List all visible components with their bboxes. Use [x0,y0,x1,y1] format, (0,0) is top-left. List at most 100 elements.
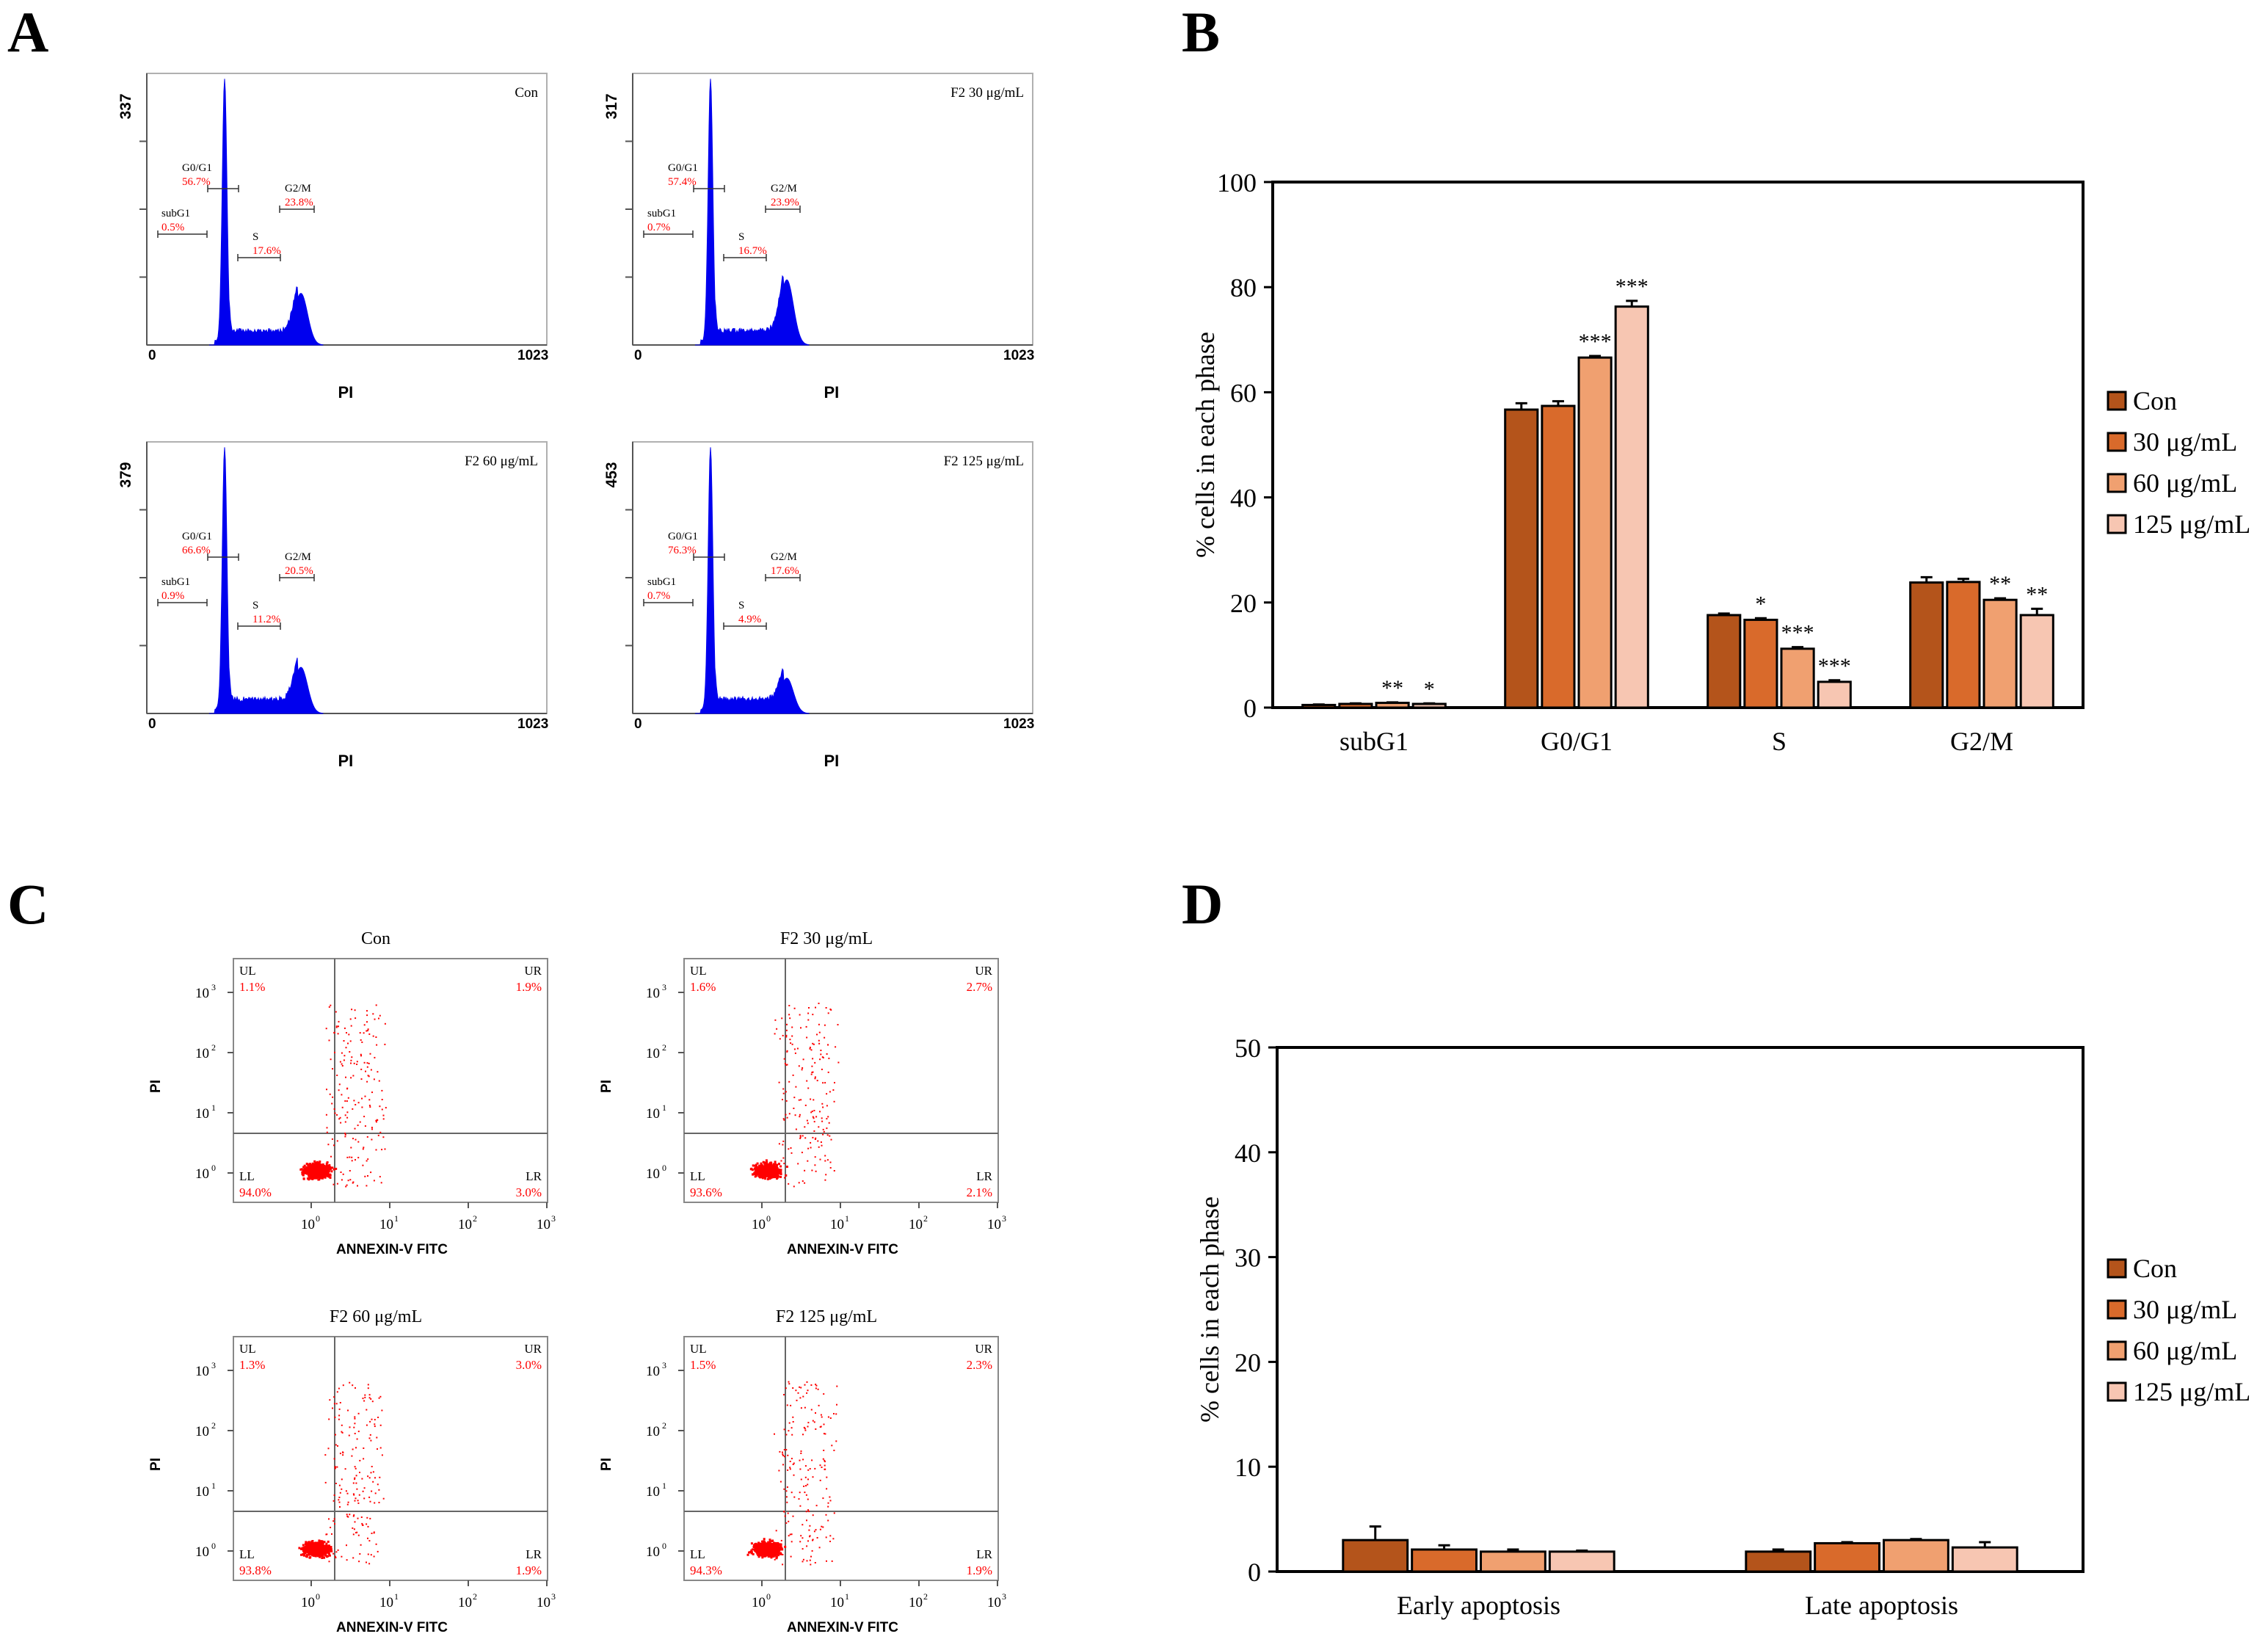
event-dot [313,1173,316,1175]
event-dot [344,1121,346,1123]
event-dot [827,1071,829,1073]
event-dot [767,1553,770,1556]
event-dot [349,1514,351,1516]
event-dot [824,1155,826,1157]
bar [1614,305,1649,709]
event-dot [821,1068,823,1070]
event-dot [328,1518,330,1520]
event-dot [321,1551,324,1554]
event-dot [368,1397,371,1399]
event-dot [315,1161,318,1164]
event-dot [362,1490,364,1492]
event-dot [374,1477,376,1479]
event-dot [766,1171,769,1174]
event-dot [371,1466,373,1467]
histogram-trace [695,79,810,346]
dot-plot-x-tick-exp: 1 [394,1213,399,1224]
event-dot [335,1434,336,1436]
event-dot [819,1158,821,1160]
event-dot [814,1076,816,1078]
event-dot [788,1005,790,1006]
event-dot [302,1177,305,1180]
event-dot [815,1137,817,1139]
event-dot [371,1138,373,1141]
y-tick-label: 100 [1217,168,1257,197]
event-dot [797,1392,799,1394]
event-dot [352,1557,355,1559]
bar [1480,1550,1546,1573]
event-dot [325,1028,327,1030]
event-dot [314,1175,317,1178]
event-dot [759,1170,762,1173]
event-dot [355,1482,357,1484]
event-dot [790,1541,793,1543]
event-dot [755,1549,757,1552]
dot-plot-x-tick-exp: 1 [394,1591,399,1602]
dot-plot-y-tick-label: 10 [646,1046,660,1061]
event-dot [325,1174,328,1177]
event-dot [305,1542,308,1545]
event-dot [302,1169,305,1171]
event-dot [826,1053,828,1055]
event-dot [804,1169,806,1171]
histogram-x-max: 1023 [517,348,548,363]
histogram-trace [209,79,324,346]
event-dot [812,1058,814,1060]
event-dot [378,1489,380,1491]
event-dot [336,1466,338,1468]
event-dot [379,1447,382,1449]
panel-label-a: A [7,0,48,64]
legend-swatch [2107,1340,2127,1361]
event-dot [767,1173,770,1176]
event-dot [314,1555,317,1558]
dot-plot-x-tick-label: 10 [537,1595,550,1610]
event-dot [327,1174,330,1177]
event-dot [331,1533,332,1535]
event-dot [756,1166,759,1169]
event-dot [355,1497,357,1500]
event-dot [379,1105,381,1108]
event-dot [771,1543,774,1546]
event-dot [796,1399,798,1401]
histogram-x-max: 1023 [1003,348,1034,363]
event-dot [818,1126,820,1128]
bar [1946,581,1981,709]
event-dot [773,1175,776,1178]
event-dot [757,1541,760,1544]
event-dot [368,1099,371,1101]
event-dot [317,1552,320,1555]
event-dot [323,1166,326,1169]
event-dot [806,1036,808,1039]
quadrant-label: UL [690,1342,707,1356]
bar [1817,680,1852,709]
event-dot [820,1053,822,1056]
event-dot [769,1552,772,1555]
event-dot [366,1080,368,1083]
event-dot [815,1505,818,1507]
event-dot [326,1131,328,1133]
event-dot [343,1059,345,1061]
event-dot [317,1546,320,1549]
event-dot [352,1182,354,1184]
event-dot [805,1494,807,1496]
event-dot [324,1176,327,1179]
event-dot [339,1061,341,1063]
event-dot [329,1549,332,1552]
event-dot [779,1173,782,1175]
event-dot [332,1096,334,1098]
event-dot [811,1072,813,1073]
event-dot [337,1033,339,1035]
event-dot [778,1470,780,1472]
event-dot [341,1052,343,1054]
event-dot [364,1396,366,1398]
event-dot [765,1543,768,1546]
event-dot [766,1547,768,1550]
event-dot [788,1113,790,1115]
event-dot [318,1539,321,1542]
event-dot [340,1171,342,1173]
event-dot [812,1014,814,1016]
significance-marker: ** [1989,572,2011,596]
event-dot [363,1497,366,1500]
event-dot [799,1386,801,1388]
